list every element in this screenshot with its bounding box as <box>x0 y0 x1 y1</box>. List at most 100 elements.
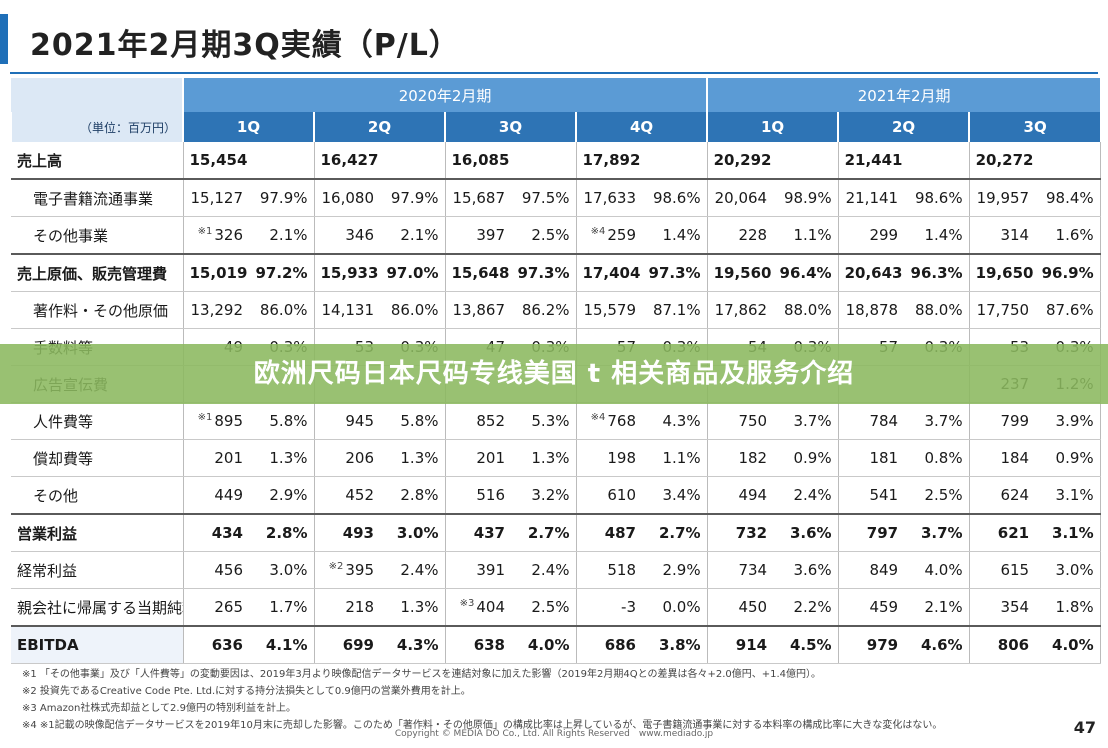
value-text: 456 <box>214 561 243 579</box>
table-row: その他事業 ※1 326 2.1% 346 2.1% 397 2.5% ※4 259 1.4% 228… <box>11 216 1101 255</box>
value-text: 15,687 <box>452 189 506 207</box>
value-cell: 20,292 <box>707 142 774 180</box>
value-cell: 638 <box>445 626 511 664</box>
value-cell: 487 <box>576 514 642 552</box>
value-cell: 784 <box>838 402 905 440</box>
ratio-cell: 3.0% <box>1035 551 1101 589</box>
ratio-cell: 3.7% <box>904 402 970 440</box>
ratio-cell: 2.8% <box>380 476 446 515</box>
value-cell: 518 <box>576 551 642 589</box>
table-row: EBITDA 636 4.1% 699 4.3% 638 4.0% 686 3.8% 914 4.5… <box>11 626 1101 664</box>
value-cell: 459 <box>838 588 905 627</box>
value-cell: 346 <box>314 216 380 255</box>
ratio-cell: 2.5% <box>904 476 970 515</box>
ratio-cell: 5.8% <box>249 402 315 440</box>
value-cell: 15,933 <box>314 254 380 292</box>
ratio-cell: 98.4% <box>1035 179 1101 217</box>
ratio-cell: 86.2% <box>511 291 577 329</box>
value-text: 895 <box>214 412 243 430</box>
value-cell: 20,643 <box>838 254 905 292</box>
ratio-cell: 1.3% <box>380 588 446 627</box>
value-text: 797 <box>866 524 899 542</box>
ratio-cell: 97.5% <box>511 179 577 217</box>
value-text: 20,292 <box>713 151 772 169</box>
value-text: 201 <box>476 449 505 467</box>
ratio-cell: 2.1% <box>904 588 970 627</box>
ratio-cell: 96.9% <box>1035 254 1101 292</box>
value-text: 181 <box>869 449 899 467</box>
value-cell: 13,867 <box>445 291 511 329</box>
value-cell: 452 <box>314 476 380 515</box>
value-cell: 797 <box>838 514 905 552</box>
period-header-2021: 2021年2月期 <box>706 78 1101 112</box>
ratio-cell: 2.5% <box>511 588 577 627</box>
row-label: EBITDA <box>11 626 184 664</box>
value-cell: 17,862 <box>707 291 774 329</box>
unit-label: （単位：百万円） <box>10 112 183 142</box>
value-text: 686 <box>604 636 636 654</box>
value-cell: 201 <box>183 439 249 477</box>
ratio-cell: 3.7% <box>773 402 839 440</box>
value-text: 493 <box>342 524 374 542</box>
value-text: 979 <box>866 636 899 654</box>
title-divider <box>10 72 1098 74</box>
value-text: 391 <box>476 561 505 579</box>
ratio-cell: 1.1% <box>773 216 839 255</box>
value-cell: 437 <box>445 514 511 552</box>
value-text: 218 <box>345 598 374 616</box>
row-label: その他 <box>11 476 184 515</box>
value-text: 806 <box>997 636 1030 654</box>
ratio-cell: 4.6% <box>904 626 970 664</box>
value-cell: 516 <box>445 476 511 515</box>
value-text: 784 <box>869 412 899 430</box>
value-text: 15,019 <box>189 264 248 282</box>
value-cell: 17,750 <box>969 291 1036 329</box>
value-cell: 20,272 <box>969 142 1036 180</box>
value-text: 15,454 <box>189 151 248 169</box>
value-text: 449 <box>214 486 243 504</box>
ratio-cell: 3.1% <box>1035 476 1101 515</box>
value-cell: 17,404 <box>576 254 642 292</box>
value-text: 259 <box>607 226 636 244</box>
value-text: 15,579 <box>583 301 637 319</box>
ratio-cell: 88.0% <box>904 291 970 329</box>
footnote: ※3 Amazon社株式売却益として2.9億円の特別利益を計上。 <box>22 703 296 714</box>
value-cell: 17,892 <box>576 142 642 180</box>
value-text: 15,127 <box>190 189 244 207</box>
pl-table: 2020年2月期 2021年2月期 （単位：百万円） 1Q 2Q 3Q 4Q 1… <box>10 78 1101 664</box>
value-cell: 456 <box>183 551 249 589</box>
ratio-cell: 4.0% <box>511 626 577 664</box>
table-row: 売上高 15,454 16,427 16,085 17,892 20,292 21,441 2… <box>11 142 1101 180</box>
ratio-cell: 2.4% <box>511 551 577 589</box>
value-cell: 19,560 <box>707 254 774 292</box>
row-label: その他事業 <box>11 216 184 255</box>
value-cell: 493 <box>314 514 380 552</box>
table-row: 償却費等 201 1.3% 206 1.3% 201 1.3% 198 1.1% 182 0.9% 1… <box>11 439 1101 477</box>
value-cell: 15,019 <box>183 254 249 292</box>
value-cell: 624 <box>969 476 1036 515</box>
value-text: 518 <box>607 561 636 579</box>
value-cell: 15,579 <box>576 291 642 329</box>
value-cell: 15,648 <box>445 254 511 292</box>
title-accent-bar <box>0 14 8 64</box>
ratio-cell: 2.5% <box>511 216 577 255</box>
ratio-cell: 1.8% <box>1035 588 1101 627</box>
value-cell: ※1 895 <box>183 402 249 440</box>
ratio-cell: 97.3% <box>511 254 577 292</box>
value-text: 768 <box>607 412 636 430</box>
value-cell: 16,080 <box>314 179 380 217</box>
value-cell: 914 <box>707 626 774 664</box>
ratio-cell: 87.6% <box>1035 291 1101 329</box>
value-text: 18,878 <box>845 301 899 319</box>
ratio-cell: 98.6% <box>904 179 970 217</box>
table-row: 著作料・その他原価 13,292 86.0% 14,131 86.0% 13,867 86.… <box>11 291 1101 329</box>
value-text: 452 <box>345 486 374 504</box>
row-label: 人件費等 <box>11 402 184 440</box>
value-text: 17,633 <box>583 189 637 207</box>
value-text: 19,560 <box>713 264 772 282</box>
ratio-cell: 3.6% <box>773 551 839 589</box>
ratio-cell: 0.8% <box>904 439 970 477</box>
ratio-cell: 4.3% <box>380 626 446 664</box>
value-text: 849 <box>869 561 899 579</box>
ratio-cell: 98.9% <box>773 179 839 217</box>
